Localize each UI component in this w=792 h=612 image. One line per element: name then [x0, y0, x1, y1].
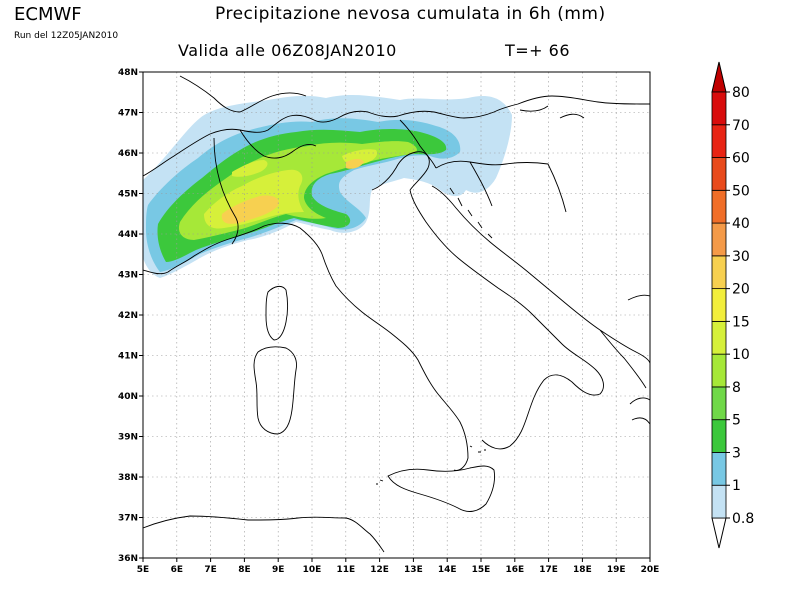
colorbar-label: 30	[732, 249, 750, 265]
lon-label: 12E	[370, 565, 389, 575]
greece-coast	[627, 294, 650, 425]
lat-label: 41N	[118, 352, 138, 362]
latitude-labels: 36N 37N 38N 39N 40N 41N 42N 43N 44N 45N 46N 47N 48N	[118, 68, 143, 564]
lat-label: 42N	[118, 311, 138, 321]
colorbar: 0.8 1 3 5 8 10 15 20 30 40 50 60 70 80	[711, 61, 754, 549]
aeolian-islands	[469, 445, 486, 453]
lat-label: 40N	[118, 392, 138, 402]
sardinia	[253, 346, 297, 435]
sicily	[387, 465, 495, 512]
lon-label: 13E	[404, 565, 423, 575]
map-title: Precipitazione nevosa cumulata in 6h (mm…	[215, 4, 606, 24]
lat-label: 38N	[118, 473, 138, 483]
balkan-borders	[435, 160, 567, 213]
run-date: Run del 12Z05JAN2010	[14, 31, 119, 41]
colorbar-label: 80	[732, 85, 750, 101]
lon-label: 10E	[303, 565, 322, 575]
lon-label: 15E	[472, 565, 491, 575]
lon-label: 5E	[137, 565, 149, 575]
lon-label: 17E	[539, 565, 558, 575]
corsica	[265, 285, 288, 341]
northern-border-detail	[179, 75, 585, 119]
lon-label: 16E	[505, 565, 524, 575]
valid-time: Valida alle 06Z08JAN2010	[178, 41, 397, 60]
colorbar-band	[711, 255, 727, 290]
precip-area-20-30mm	[221, 159, 364, 224]
colorbar-label: 3	[732, 445, 741, 461]
lat-label: 43N	[118, 271, 138, 281]
colorbar-label: 40	[732, 216, 750, 232]
colorbar-band	[711, 320, 727, 355]
colorbar-label: 60	[732, 151, 750, 167]
lat-label: 44N	[118, 230, 138, 240]
lat-label: 39N	[118, 433, 138, 443]
italy-west-coast	[143, 222, 469, 471]
lon-label: 20E	[641, 565, 660, 575]
lat-label: 48N	[118, 68, 138, 78]
longitude-labels: 5E 6E 7E 8E 9E 10E 11E 12E 13E 14E 15E 16E 17E 18E 19E…	[137, 558, 660, 575]
lat-label: 45N	[118, 190, 138, 200]
lon-label: 6E	[171, 565, 183, 575]
colorbar-band	[711, 157, 727, 191]
colorbar-label: 50	[732, 183, 750, 199]
swiss-border	[239, 129, 317, 159]
lon-label: 14E	[438, 565, 457, 575]
lon-label: 8E	[238, 565, 250, 575]
colorbar-label: 15	[732, 314, 750, 330]
colorbar-label: 70	[732, 118, 750, 134]
balkan-coast	[431, 185, 650, 389]
colorbar-label: 0.8	[732, 511, 754, 527]
colorbar-band	[711, 189, 727, 224]
lat-label: 46N	[118, 149, 138, 159]
colorbar-band	[711, 419, 727, 453]
lon-label: 9E	[272, 565, 284, 575]
colorbar-label: 1	[732, 478, 741, 494]
snowfall-field	[143, 94, 512, 278]
colorbar-band	[711, 386, 727, 421]
map-gridlines	[143, 72, 650, 558]
lon-label: 11E	[336, 565, 355, 575]
austria-slovenia-border	[399, 119, 437, 169]
colorbar-band	[711, 353, 727, 388]
colorbar-label: 20	[732, 282, 750, 298]
egadi-islands	[376, 479, 384, 485]
colorbar-band	[711, 452, 727, 486]
croatian-islands	[449, 187, 493, 239]
lon-label: 18E	[573, 565, 592, 575]
lon-label: 19E	[607, 565, 626, 575]
colorbar-band	[711, 222, 727, 257]
lon-label: 7E	[204, 565, 216, 575]
north-africa-coast	[143, 515, 385, 553]
lat-label: 36N	[118, 554, 138, 564]
coastlines	[143, 75, 650, 553]
italy-east-coast	[371, 151, 604, 450]
colorbar-band	[711, 484, 727, 519]
france-italy-border	[213, 137, 239, 245]
colorbar-bottom-arrow	[711, 517, 727, 549]
lat-label: 47N	[118, 109, 138, 119]
alpine-borders	[143, 95, 650, 177]
colorbar-band	[711, 124, 727, 158]
forecast-step: T=+ 66	[505, 41, 571, 60]
colorbar-top-arrow	[711, 61, 727, 93]
colorbar-band	[711, 91, 727, 126]
brand-title: ECMWF	[14, 4, 82, 25]
lat-label: 37N	[118, 514, 138, 524]
colorbar-label: 8	[732, 380, 741, 396]
colorbar-band	[711, 288, 727, 322]
colorbar-label: 5	[732, 413, 741, 429]
colorbar-label: 10	[732, 347, 750, 363]
